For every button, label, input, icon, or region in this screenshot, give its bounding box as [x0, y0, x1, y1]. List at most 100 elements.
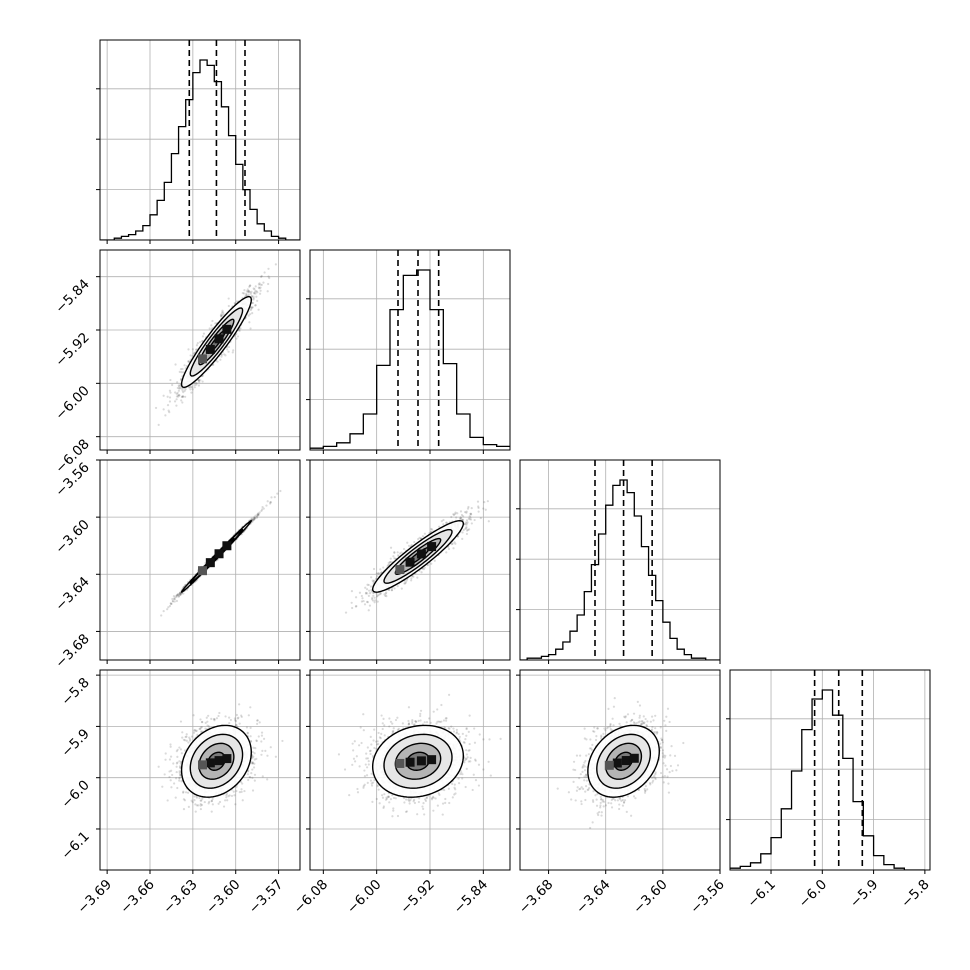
sample-point: [170, 602, 173, 606]
sample-point: [251, 306, 254, 309]
sample-point: [366, 583, 369, 586]
panel-frame: [99, 249, 301, 451]
sample-point: [260, 283, 263, 286]
sample-point: [196, 342, 199, 345]
sample-point: [178, 370, 181, 373]
sample-point: [364, 586, 367, 589]
sample-point: [176, 593, 180, 596]
sample-point: [361, 597, 364, 600]
sample-point: [198, 381, 201, 384]
sample-point: [257, 283, 260, 286]
sample-point: [154, 406, 158, 410]
sample-point: [174, 363, 177, 366]
sample-point: [183, 389, 186, 392]
sample-point: [374, 599, 377, 602]
panel-1-1: [306, 249, 511, 451]
sample-point: [258, 282, 261, 285]
sample-point: [254, 514, 257, 517]
sample-point: [456, 512, 459, 515]
sample-point: [176, 391, 179, 394]
sample-point: [187, 360, 191, 363]
sample-point: [256, 291, 259, 294]
sample-point: [251, 518, 254, 521]
sample-point: [260, 275, 263, 278]
histogram-step-line: [310, 269, 510, 449]
sample-point: [250, 295, 253, 298]
sample-point: [267, 267, 270, 270]
sample-point: [249, 327, 252, 330]
sample-point: [220, 315, 223, 318]
sample-point: [372, 594, 375, 597]
sample-point: [260, 274, 263, 278]
sample-point: [166, 608, 169, 611]
density-core: [197, 324, 232, 364]
sample-point: [259, 289, 262, 292]
sample-point: [175, 599, 179, 603]
sample-point: [442, 523, 445, 526]
sample-point: [254, 290, 257, 293]
sample-point: [232, 349, 235, 352]
sample-point: [178, 387, 181, 390]
sample-point: [227, 350, 230, 353]
sample-point: [171, 597, 174, 601]
sample-point: [461, 518, 465, 521]
sample-point: [164, 414, 167, 417]
sample-point: [172, 597, 176, 601]
sample-point: [251, 301, 255, 305]
sample-point: [257, 513, 260, 517]
sample-point: [181, 389, 184, 392]
sample-point: [404, 581, 408, 584]
sample-point: [181, 367, 184, 371]
sample-point: [370, 576, 373, 579]
sample-point: [269, 501, 273, 504]
sample-point: [344, 611, 348, 614]
sample-point: [168, 400, 172, 403]
sample-point: [157, 423, 160, 426]
sample-point: [179, 592, 182, 595]
sample-point: [177, 595, 181, 598]
sample-point: [227, 297, 230, 300]
sample-point: [256, 299, 259, 302]
histogram-step-line: [520, 479, 720, 660]
sample-point: [252, 518, 255, 521]
sample-point: [181, 395, 184, 398]
sample-point: [368, 589, 371, 592]
sample-point: [365, 600, 369, 603]
sample-point: [252, 287, 255, 290]
sample-point: [192, 352, 195, 355]
sample-point: [366, 601, 369, 604]
sample-point: [393, 551, 396, 554]
sample-point: [396, 554, 400, 557]
sample-point: [169, 602, 172, 605]
sample-point: [257, 512, 260, 515]
sample-point: [466, 521, 469, 524]
sample-point: [173, 596, 176, 599]
sample-point: [179, 387, 182, 390]
sample-point: [354, 596, 358, 599]
sample-point: [464, 527, 467, 530]
sample-point: [270, 496, 273, 499]
panel-2-1: [309, 459, 511, 661]
sample-point: [390, 589, 393, 592]
sample-point: [199, 341, 202, 344]
density-peak-cell: [222, 541, 232, 551]
sample-point: [250, 517, 253, 520]
sample-point: [452, 513, 456, 517]
sample-point: [182, 371, 185, 374]
sample-point: [195, 348, 198, 351]
sample-point: [180, 395, 183, 399]
sample-point: [253, 517, 256, 520]
sample-point: [178, 394, 181, 397]
sample-point: [181, 401, 184, 404]
sample-point: [162, 394, 165, 397]
sample-point: [274, 263, 277, 266]
sample-point: [214, 322, 217, 325]
sample-point: [238, 328, 241, 332]
sample-point: [199, 379, 202, 382]
sample-point: [253, 291, 256, 294]
sample-point: [175, 395, 179, 398]
sample-point: [190, 385, 193, 388]
sample-point: [479, 516, 482, 520]
sample-point: [379, 593, 382, 596]
sample-point: [455, 516, 458, 519]
